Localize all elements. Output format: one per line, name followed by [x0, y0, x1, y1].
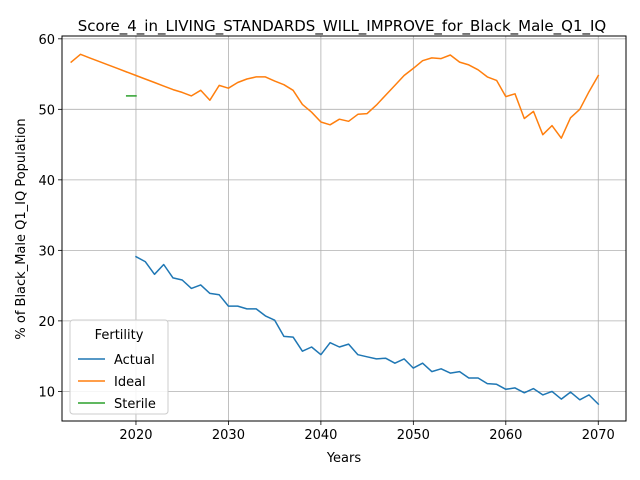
- series-line-ideal: [70, 53, 600, 139]
- y-tick-label: 10: [38, 385, 55, 400]
- legend-title: Fertility: [95, 328, 144, 343]
- x-tick-label: 2070: [582, 428, 615, 443]
- series-line-actual: [134, 255, 600, 406]
- plot-frame: [61, 35, 627, 422]
- chart-title: Score_4_in_LIVING_STANDARDS_WILL_IMPROVE…: [78, 17, 607, 36]
- x-axis-title: Years: [326, 451, 362, 466]
- x-tick-label: 2030: [212, 428, 245, 443]
- legend-label-ideal: Ideal: [114, 375, 146, 390]
- x-tick-label: 2040: [304, 428, 337, 443]
- series-layer: [70, 53, 600, 406]
- x-tick-label: 2060: [489, 428, 522, 443]
- legend: Fertility Actual Ideal Sterile: [69, 319, 169, 415]
- x-tick-label: 2020: [119, 428, 152, 443]
- y-tick-label: 20: [38, 315, 55, 330]
- x-tick-label: 2050: [397, 428, 430, 443]
- y-tick-label: 40: [38, 174, 55, 189]
- y-axis-title: % of Black_Male Q1_IQ Population: [14, 118, 29, 339]
- legend-label-actual: Actual: [114, 353, 155, 368]
- y-tick-label: 60: [38, 33, 55, 48]
- legend-box: [69, 319, 169, 415]
- y-tick-label: 30: [38, 244, 55, 259]
- legend-label-sterile: Sterile: [114, 397, 156, 412]
- y-tick-label: 50: [38, 103, 55, 118]
